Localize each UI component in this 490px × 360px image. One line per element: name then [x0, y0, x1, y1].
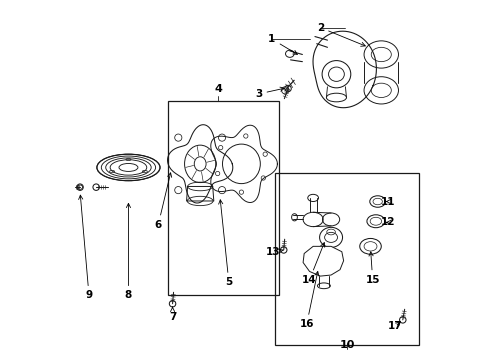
Bar — [275, 173, 419, 345]
Text: 8: 8 — [125, 203, 132, 301]
Text: 2: 2 — [317, 23, 365, 46]
Text: 1: 1 — [268, 34, 297, 54]
Polygon shape — [303, 246, 343, 276]
Text: 13: 13 — [266, 247, 283, 257]
Text: 4: 4 — [214, 84, 222, 94]
Text: 3: 3 — [255, 87, 284, 99]
Text: 12: 12 — [381, 217, 396, 227]
Bar — [168, 101, 279, 295]
Text: 6: 6 — [154, 173, 171, 230]
Text: 10: 10 — [340, 340, 355, 350]
Text: 17: 17 — [388, 321, 403, 331]
Text: 16: 16 — [299, 271, 319, 329]
Text: 9: 9 — [78, 195, 93, 301]
Text: 7: 7 — [169, 307, 176, 322]
Text: 11: 11 — [381, 197, 396, 207]
Text: 15: 15 — [366, 252, 380, 285]
Text: 5: 5 — [219, 200, 232, 287]
Text: 14: 14 — [302, 243, 325, 285]
